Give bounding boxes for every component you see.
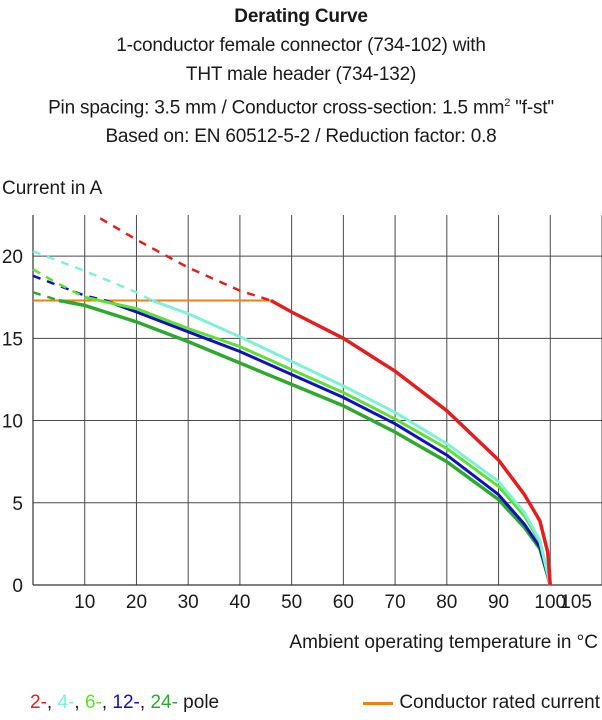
legend-pole-suffix: pole <box>177 692 220 713</box>
series-4-pole-curve <box>151 299 552 586</box>
x-tick-label-80: 80 <box>436 592 457 613</box>
x-tick-label-100: 100 <box>534 592 566 613</box>
title-block: Derating Curve 1-conductor female connec… <box>0 2 602 151</box>
grid-layer <box>33 215 602 585</box>
subtitle-line-3-suffix: "f-st" <box>510 97 554 119</box>
superscript-two: 2 <box>504 97 511 109</box>
series-4-pole-extrapolated <box>32 250 153 302</box>
subtitle-line-3: Pin spacing: 3.5 mm / Conductor cross-se… <box>0 89 602 122</box>
legend: 2-, 4-, 6-, 12-, 24- pole Conductor rate… <box>0 692 602 718</box>
y-axis-label: Current in A <box>2 178 103 199</box>
legend-entry-24-pole: 24- <box>150 692 178 713</box>
rated-current-swatch <box>363 701 394 705</box>
y-tick-label-20: 20 <box>2 247 23 268</box>
subtitle-line-1: 1-conductor female connector (734-102) w… <box>116 35 486 56</box>
x-tick-label-105: 105 <box>560 592 592 613</box>
chart-title: Derating Curve <box>234 6 368 27</box>
legend-entry-6-pole: 6- <box>84 692 102 713</box>
series-layer <box>32 217 553 586</box>
x-axis-label: Ambient operating temperature in °C <box>289 632 598 653</box>
axis-layer <box>32 215 602 586</box>
subtitle-line-2: THT male header (734-132) <box>185 64 417 85</box>
x-tick-label-60: 60 <box>333 592 354 613</box>
series-12-pole-curve <box>104 299 552 586</box>
series-2-pole-extrapolated <box>99 217 272 302</box>
series-2-pole-curve <box>270 298 553 586</box>
x-tick-label-70: 70 <box>385 592 406 613</box>
x-tick-label-30: 30 <box>178 592 199 613</box>
y-tick-label-5: 5 <box>12 494 23 515</box>
rated-current-legend: Conductor rated current <box>363 692 600 714</box>
x-tick-label-40: 40 <box>229 592 250 613</box>
subtitle-line-4: Based on: EN 60512-5-2 / Reduction facto… <box>105 126 497 148</box>
legend-entry-2-pole: 2- <box>30 692 47 713</box>
rated-current-label: Conductor rated current <box>399 692 600 713</box>
x-tick-label-10: 10 <box>74 592 95 613</box>
series-6-pole-extrapolated <box>32 268 86 299</box>
y-tick-label-10: 10 <box>2 412 23 433</box>
legend-entry-4-pole: 4- <box>57 692 75 713</box>
x-tick-label-90: 90 <box>488 592 509 613</box>
legend-entry-12-pole: 12- <box>112 692 140 713</box>
series-24-pole-curve <box>58 298 552 586</box>
y-tick-label-15: 15 <box>2 329 23 350</box>
series-24-pole-extrapolated <box>32 291 60 302</box>
x-tick-label-20: 20 <box>126 592 147 613</box>
x-tick-label-50: 50 <box>281 592 302 613</box>
pole-legend: 2-, 4-, 6-, 12-, 24- pole <box>30 692 220 713</box>
series-12-pole-extrapolated <box>32 274 106 302</box>
subtitle-line-3-text: Pin spacing: 3.5 mm / Conductor cross-se… <box>48 97 505 119</box>
y-tick-label-0: 0 <box>12 576 23 597</box>
